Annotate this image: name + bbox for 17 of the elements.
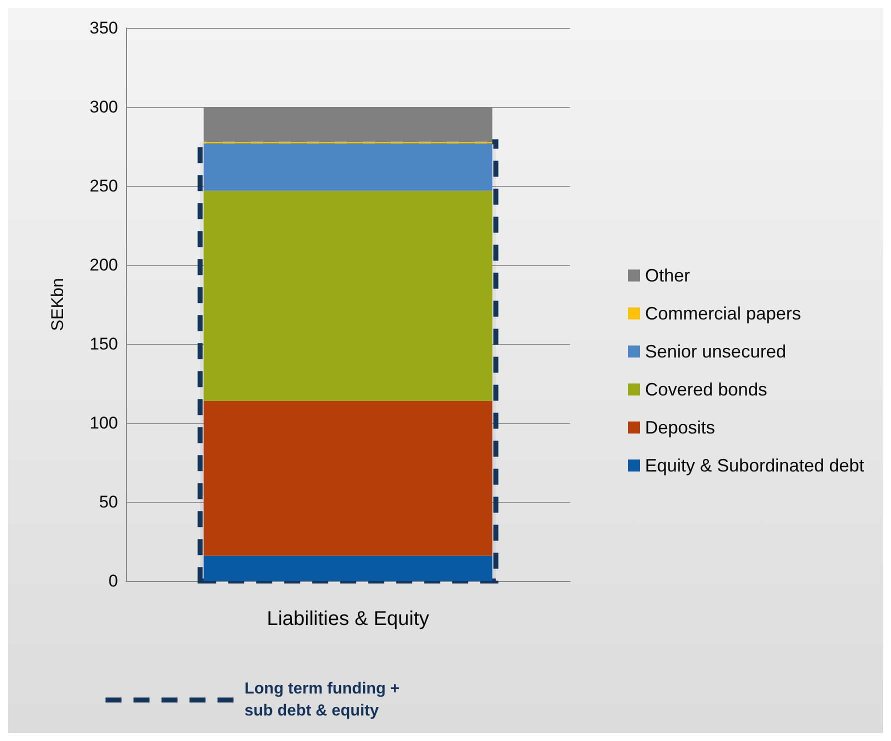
y-tick-label: 300 xyxy=(90,98,118,116)
legend-label: Equity & Subordinated debt xyxy=(645,456,864,476)
y-tick-label: 50 xyxy=(99,492,118,512)
legend-label: Covered bonds xyxy=(645,380,768,400)
legend-label: Senior unsecured xyxy=(645,342,786,362)
y-tick-label: 100 xyxy=(90,414,118,432)
x-tick-label: Liabilities & Equity xyxy=(266,608,430,630)
y-tick-label: 250 xyxy=(90,176,118,196)
y-tick-label: 350 xyxy=(90,18,118,38)
legend-label: Commercial papers xyxy=(645,304,802,324)
y-axis-title: SEKbn xyxy=(48,278,67,331)
band-label: Long term funding + sub debt & equity xyxy=(244,680,404,720)
y-tick-label: 200 xyxy=(90,256,118,274)
y-tick-label: 0 xyxy=(108,572,118,590)
legend-label: Other xyxy=(645,266,690,286)
y-tick-label: 150 xyxy=(90,334,118,354)
legend-label: Deposits xyxy=(645,418,716,438)
